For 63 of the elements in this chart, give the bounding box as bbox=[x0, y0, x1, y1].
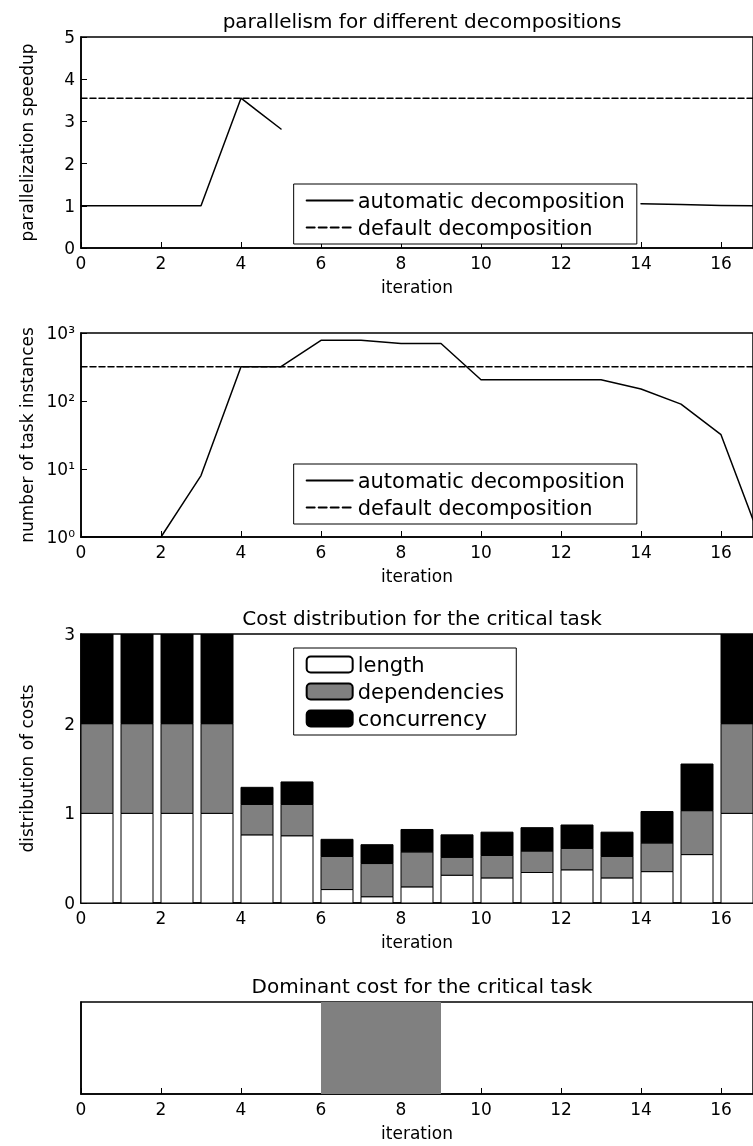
y-tick-label: 1 bbox=[64, 803, 75, 824]
x-tick-label: 10 bbox=[470, 1098, 492, 1119]
x-tick-label: 2 bbox=[155, 907, 167, 928]
x-tick-label: 6 bbox=[315, 541, 327, 562]
legend-label: length bbox=[357, 652, 425, 677]
y-tick-label: 2 bbox=[64, 713, 75, 734]
y-tick-label: 3 bbox=[64, 624, 75, 644]
x-tick-label: 14 bbox=[630, 1098, 652, 1119]
legend-label: automatic decomposition bbox=[357, 188, 625, 213]
x-tick-label: 8 bbox=[395, 252, 407, 273]
x-axis-title: iteration bbox=[381, 276, 453, 297]
x-tick-label: 10 bbox=[470, 541, 492, 562]
x-tick-label: 12 bbox=[550, 907, 572, 928]
y-axis-title: distribution of costs bbox=[16, 684, 37, 853]
x-tick-label: 2 bbox=[155, 252, 167, 273]
x-tick-label: 16 bbox=[710, 907, 732, 928]
x-tick-label: 6 bbox=[315, 907, 327, 928]
x-tick-label: 14 bbox=[630, 541, 652, 562]
x-tick-label: 4 bbox=[235, 907, 247, 928]
x-tick-label: 12 bbox=[550, 252, 572, 273]
x-tick-label: 2 bbox=[155, 1098, 167, 1119]
legend-label: dependencies bbox=[357, 679, 505, 704]
y-tick-label: 10² bbox=[46, 391, 75, 411]
y-tick-label: 1 bbox=[64, 195, 75, 216]
legend-label: concurrency bbox=[357, 706, 487, 731]
legend-label: default decomposition bbox=[357, 495, 593, 520]
chart-title: Cost distribution for the critical task bbox=[242, 606, 603, 630]
x-tick-label: 16 bbox=[710, 1098, 732, 1119]
x-tick-label: 6 bbox=[315, 252, 327, 273]
y-tick-label: 2 bbox=[64, 153, 75, 174]
x-tick-label: 8 bbox=[395, 907, 407, 928]
legend-label: default decomposition bbox=[357, 215, 593, 240]
y-tick-label: 4 bbox=[64, 69, 75, 90]
x-axis-title: iteration bbox=[381, 565, 453, 586]
y-tick-label: 0 bbox=[64, 238, 75, 258]
y-tick-label: 3 bbox=[64, 111, 75, 132]
chart-title: parallelism for different decompositions bbox=[222, 9, 622, 33]
x-tick-label: 4 bbox=[235, 1098, 247, 1119]
y-tick-label: 10¹ bbox=[46, 459, 75, 479]
x-tick-label: 2 bbox=[155, 541, 167, 562]
x-axis-title: iteration bbox=[381, 931, 453, 952]
x-tick-label: 14 bbox=[630, 252, 652, 273]
x-tick-label: 12 bbox=[550, 541, 572, 562]
x-tick-label: 12 bbox=[550, 1098, 572, 1119]
y-axis-title: number of task instances bbox=[16, 327, 37, 543]
x-tick-label: 10 bbox=[470, 252, 492, 273]
y-tick-label: 10³ bbox=[46, 323, 75, 343]
x-tick-label: 10 bbox=[470, 907, 492, 928]
x-tick-label: 6 bbox=[315, 1098, 327, 1119]
x-tick-label: 8 bbox=[395, 1098, 407, 1119]
x-tick-label: 4 bbox=[235, 252, 247, 273]
x-tick-label: 16 bbox=[710, 541, 732, 562]
y-tick-label: 5 bbox=[64, 27, 75, 47]
x-tick-label: 4 bbox=[235, 541, 247, 562]
x-axis-title: iteration bbox=[381, 1122, 453, 1143]
x-tick-label: 8 bbox=[395, 541, 407, 562]
chart-title: Dominant cost for the critical task bbox=[251, 974, 593, 998]
y-axis-title: parallelization speedup bbox=[16, 43, 37, 242]
y-tick-label: 10⁰ bbox=[46, 527, 76, 547]
x-tick-label: 16 bbox=[710, 252, 732, 273]
x-tick-label: 14 bbox=[630, 907, 652, 928]
y-tick-label: 0 bbox=[64, 893, 75, 913]
legend-label: automatic decomposition bbox=[357, 468, 625, 493]
